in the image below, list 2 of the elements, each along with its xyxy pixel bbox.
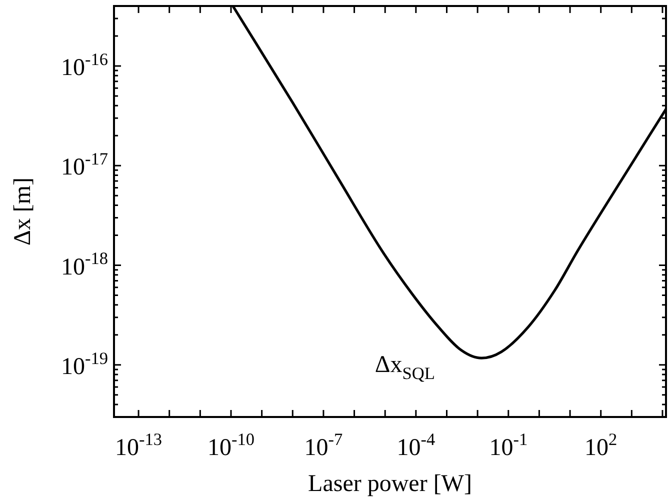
- x-axis-title: Laser power [W]: [308, 471, 472, 497]
- y-axis-title: Δx [m]: [10, 177, 36, 246]
